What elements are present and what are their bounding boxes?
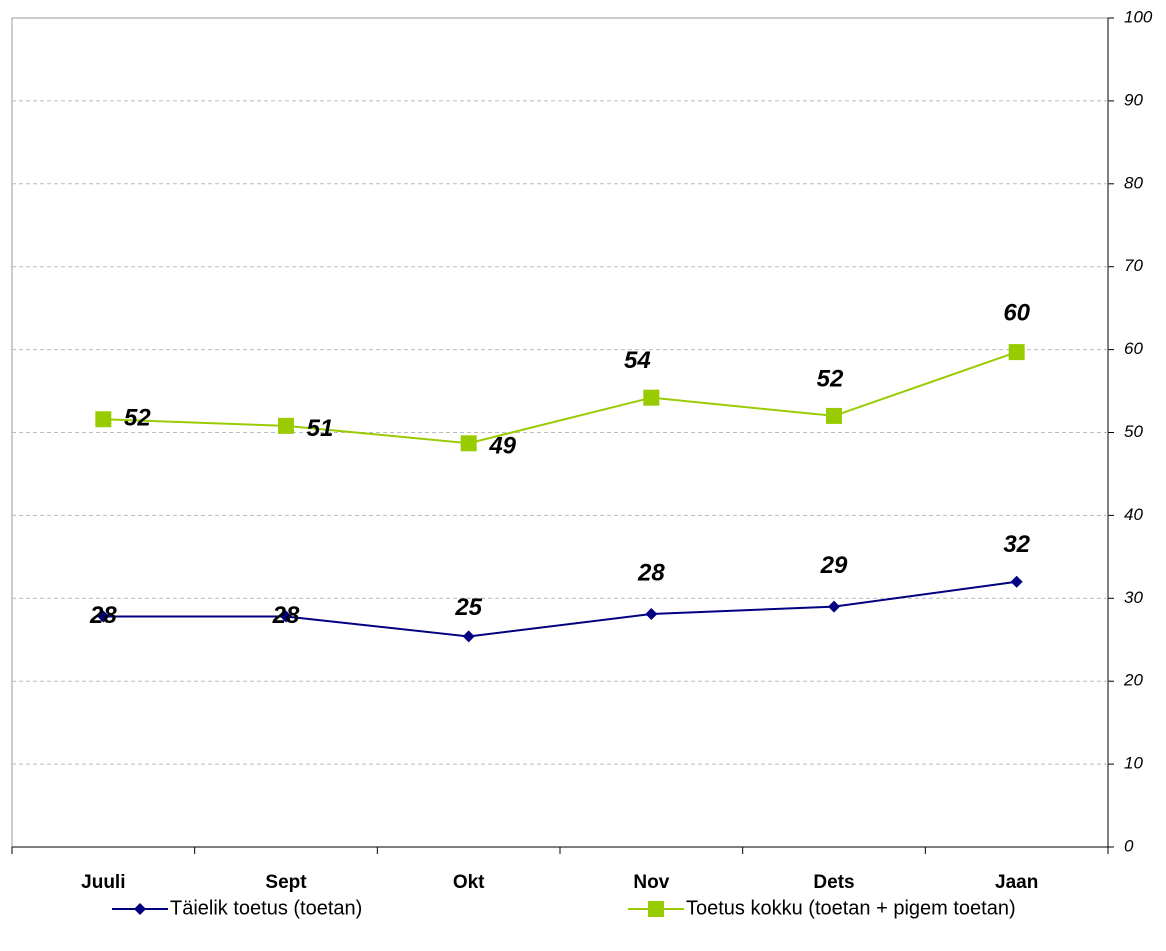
x-tick-label: Jaan (995, 872, 1038, 893)
x-tick-label: Juuli (81, 872, 125, 893)
data-label: 54 (624, 347, 651, 374)
data-label: 49 (488, 433, 516, 460)
series-line (103, 352, 1016, 443)
y-tick-label: 10 (1124, 754, 1143, 773)
marker (826, 408, 842, 424)
x-tick-label: Nov (633, 872, 669, 893)
data-label: 28 (89, 602, 117, 629)
marker (643, 390, 659, 406)
legend-marker (134, 903, 146, 915)
data-label: 52 (817, 365, 844, 392)
data-label: 29 (820, 552, 848, 579)
marker (1009, 344, 1025, 360)
y-tick-label: 0 (1124, 836, 1134, 855)
y-tick-label: 100 (1124, 7, 1153, 26)
data-label: 28 (272, 602, 300, 629)
y-tick-label: 60 (1124, 339, 1143, 358)
y-tick-label: 50 (1124, 422, 1143, 441)
x-tick-label: Sept (265, 872, 307, 893)
legend-label: Täielik toetus (toetan) (170, 897, 362, 919)
series-line (103, 582, 1016, 637)
y-tick-label: 70 (1124, 256, 1143, 275)
y-tick-label: 80 (1124, 173, 1143, 192)
y-tick-label: 90 (1124, 90, 1143, 109)
y-tick-label: 20 (1123, 671, 1143, 690)
marker (463, 630, 475, 642)
marker (461, 435, 477, 451)
marker (95, 411, 111, 427)
data-label: 52 (124, 405, 151, 432)
marker (278, 418, 294, 434)
x-tick-label: Dets (813, 872, 854, 893)
data-label: 28 (637, 559, 665, 586)
x-tick-label: Okt (453, 872, 485, 893)
chart: 0 10 20 30 40 50 60 70 80 90 100 Juuli Sept Okt Nov Det… (0, 0, 1166, 951)
data-label: 32 (1003, 531, 1030, 558)
data-label: 25 (454, 594, 482, 621)
data-label: 60 (1003, 299, 1030, 326)
y-tick-label: 30 (1124, 588, 1143, 607)
legend-label: Toetus kokku (toetan + pigem toetan) (686, 897, 1016, 919)
marker (828, 601, 840, 613)
marker (645, 608, 657, 620)
legend-marker (648, 901, 664, 917)
data-label: 51 (307, 415, 334, 442)
marker (1011, 576, 1023, 588)
y-tick-label: 40 (1124, 505, 1143, 524)
